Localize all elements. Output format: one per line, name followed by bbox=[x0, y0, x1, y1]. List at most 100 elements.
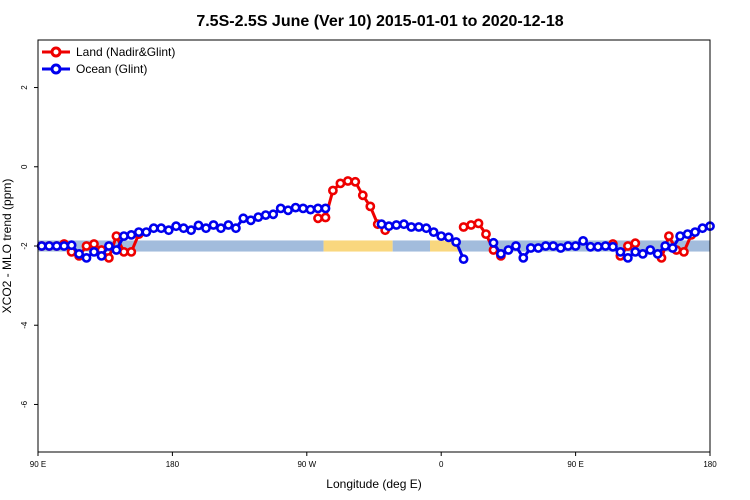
series-land-point bbox=[89, 239, 99, 249]
series-ocean-point bbox=[298, 203, 308, 214]
y-tick-label: -2 bbox=[20, 242, 29, 250]
series-ocean-point bbox=[171, 221, 181, 232]
series-ocean-point bbox=[697, 223, 708, 234]
series-land-point bbox=[630, 238, 641, 249]
series-ocean-point bbox=[555, 243, 566, 253]
series-ocean-point bbox=[667, 243, 678, 253]
series-ocean-point bbox=[436, 231, 447, 241]
series-ocean-point bbox=[383, 221, 394, 232]
series-ocean-point bbox=[96, 250, 107, 261]
series-ocean-point bbox=[81, 252, 92, 263]
series-ocean-point bbox=[320, 203, 331, 214]
x-tick-label: 90 E bbox=[30, 460, 46, 469]
series-ocean-point bbox=[623, 252, 633, 263]
series-land-point bbox=[313, 213, 323, 224]
x-tick-label: 90 W bbox=[297, 460, 316, 469]
series-ocean-point bbox=[260, 210, 271, 220]
series-ocean-point bbox=[66, 240, 77, 251]
series-land-point bbox=[350, 176, 361, 187]
series-ocean-point bbox=[283, 205, 293, 216]
series-ocean-point bbox=[133, 227, 144, 237]
series-ocean-point bbox=[223, 220, 234, 230]
series-ocean-point bbox=[690, 227, 700, 237]
series-ocean-point bbox=[593, 241, 603, 252]
series-ocean-point bbox=[104, 241, 114, 251]
series-ocean-point bbox=[488, 237, 499, 248]
series-ocean-point bbox=[193, 220, 204, 231]
band-layer bbox=[38, 240, 710, 252]
series-ocean-point bbox=[245, 215, 256, 226]
series-land-point bbox=[111, 231, 122, 241]
series-land-point bbox=[466, 220, 476, 230]
series-ocean-point bbox=[111, 245, 122, 255]
y-tick-label: -4 bbox=[20, 321, 29, 329]
series-land-point bbox=[104, 252, 114, 263]
series-ocean-point bbox=[682, 229, 693, 239]
series-ocean-point bbox=[451, 237, 461, 247]
series-ocean-point bbox=[578, 235, 588, 246]
series-ocean-point bbox=[495, 248, 506, 259]
series-land-point bbox=[357, 190, 368, 201]
x-tick-label: 0 bbox=[439, 460, 444, 469]
series-ocean-point bbox=[238, 213, 249, 224]
series-ocean-point bbox=[201, 223, 211, 234]
series-ocean-point bbox=[637, 248, 648, 259]
band-segment-land bbox=[430, 240, 460, 252]
series-ocean-point bbox=[503, 245, 514, 255]
series-land-point bbox=[126, 246, 137, 257]
band-segment-land bbox=[323, 240, 393, 252]
y-axis: 2 0 -2 -4 -6 bbox=[20, 85, 38, 408]
series-ocean-point bbox=[178, 223, 189, 234]
series-land-point bbox=[327, 185, 338, 196]
series-ocean-point bbox=[305, 204, 316, 215]
series-ocean-point bbox=[74, 248, 84, 259]
series-ocean-point bbox=[89, 246, 99, 257]
series-ocean-point bbox=[675, 231, 685, 241]
series-land-point bbox=[81, 241, 92, 251]
band-segment-ocean bbox=[38, 240, 324, 252]
x-tick-label: 90 E bbox=[567, 460, 583, 469]
series-ocean-point bbox=[428, 227, 439, 237]
series-ocean-point bbox=[533, 243, 544, 253]
series-ocean-point bbox=[608, 241, 618, 252]
series-ocean-point bbox=[525, 243, 536, 253]
legend-marker-ocean bbox=[50, 63, 62, 75]
series-ocean-point bbox=[615, 246, 626, 257]
series-ocean-point bbox=[630, 246, 641, 257]
y-axis-title: XCO2 - MLO trend (ppm) bbox=[0, 179, 14, 314]
series-ocean-point bbox=[163, 225, 174, 236]
series-ocean-point bbox=[458, 254, 469, 264]
legend-marker-land bbox=[50, 46, 62, 58]
x-axis-title: Longitude (deg E) bbox=[326, 477, 421, 491]
series-ocean-point bbox=[421, 223, 432, 234]
series-ocean-point bbox=[230, 223, 241, 234]
series-ocean-point bbox=[645, 245, 656, 255]
series-land-point bbox=[342, 176, 353, 186]
series-ocean-point bbox=[215, 223, 226, 234]
legend: Land (Nadir&Glint) Ocean (Glint) bbox=[42, 45, 175, 76]
y-tick-label: 0 bbox=[20, 164, 29, 169]
series-layer bbox=[36, 176, 715, 264]
series-ocean-point bbox=[413, 222, 424, 232]
x-tick-label: 180 bbox=[703, 460, 717, 469]
series-ocean-point bbox=[141, 227, 152, 237]
series-ocean-point bbox=[268, 209, 279, 220]
series-ocean-point bbox=[406, 222, 417, 232]
legend-label-land: Land (Nadir&Glint) bbox=[76, 45, 175, 59]
band-segment-ocean bbox=[392, 240, 430, 252]
series-ocean-point bbox=[511, 241, 521, 251]
series-land-point bbox=[679, 246, 689, 257]
series-ocean-point bbox=[570, 241, 581, 251]
x-axis: 90 E 180 90 W 0 90 E 180 bbox=[30, 452, 717, 469]
series-ocean-point bbox=[208, 220, 219, 230]
y-tick-label: 2 bbox=[20, 85, 29, 90]
series-land-point bbox=[664, 231, 674, 241]
series-ocean-point bbox=[313, 203, 323, 214]
series-ocean-point bbox=[652, 248, 663, 259]
series-ocean-point bbox=[156, 223, 167, 234]
series-ocean-point bbox=[253, 212, 264, 222]
series-ocean-point bbox=[36, 241, 47, 251]
series-ocean-point bbox=[59, 241, 69, 251]
series-ocean-point bbox=[290, 202, 301, 213]
